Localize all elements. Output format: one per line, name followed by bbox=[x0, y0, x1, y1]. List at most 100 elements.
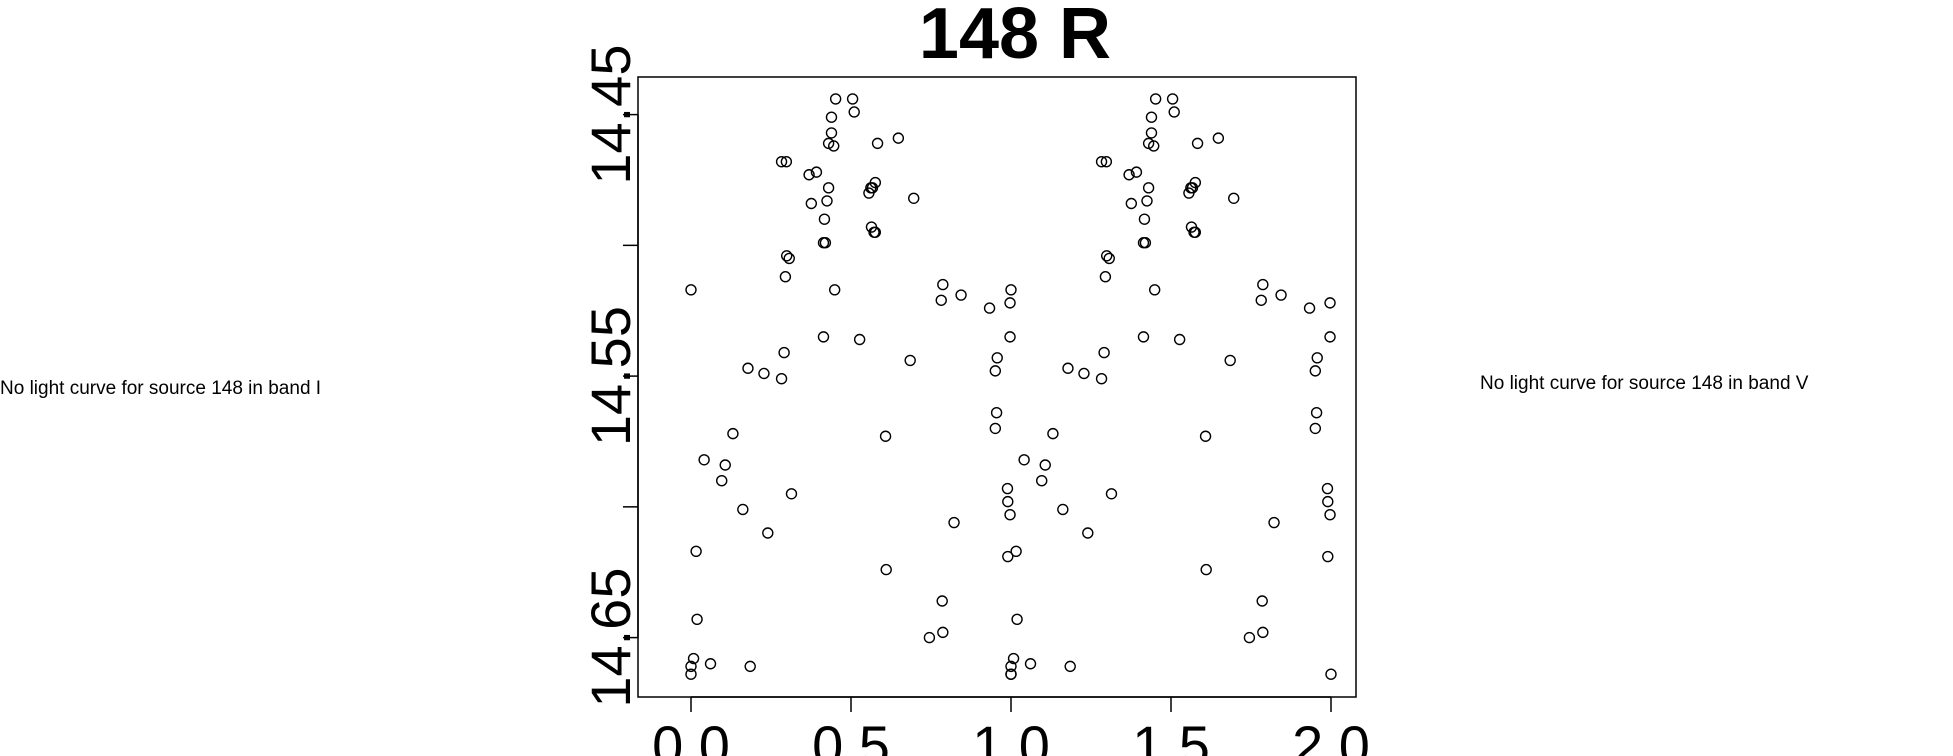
data-point bbox=[821, 195, 833, 207]
data-point bbox=[1309, 365, 1322, 377]
plot-frame bbox=[637, 76, 1357, 698]
data-point bbox=[1311, 352, 1323, 364]
data-point bbox=[869, 176, 882, 189]
data-point bbox=[1139, 237, 1152, 249]
data-point bbox=[1321, 482, 1334, 495]
data-point bbox=[1322, 550, 1334, 563]
data-point bbox=[892, 132, 905, 144]
data-point bbox=[819, 237, 832, 249]
chart-title: 148 R bbox=[919, 0, 1111, 74]
data-point bbox=[1010, 545, 1022, 558]
data-point bbox=[825, 127, 838, 139]
y-tick-label: 14.45 bbox=[579, 45, 642, 185]
data-point bbox=[737, 503, 749, 516]
data-point bbox=[1224, 354, 1236, 367]
data-point bbox=[1047, 427, 1059, 440]
data-point bbox=[810, 166, 823, 178]
data-point bbox=[1191, 137, 1204, 150]
data-point bbox=[785, 488, 798, 500]
data-point bbox=[685, 660, 697, 673]
data-point bbox=[1018, 454, 1030, 466]
data-point bbox=[778, 346, 790, 359]
data-point bbox=[1005, 668, 1017, 680]
data-point bbox=[1189, 176, 1202, 189]
data-point bbox=[1257, 626, 1269, 639]
data-point bbox=[1199, 430, 1212, 442]
data-point bbox=[1189, 226, 1202, 238]
data-point bbox=[803, 169, 815, 181]
data-point bbox=[829, 93, 842, 105]
data-point bbox=[1243, 631, 1256, 644]
data-point bbox=[1257, 278, 1269, 291]
data-point bbox=[775, 155, 788, 168]
data-point bbox=[1005, 660, 1017, 673]
x-tick-label: 2.0 bbox=[1292, 714, 1370, 756]
data-point bbox=[727, 427, 739, 440]
data-point bbox=[853, 333, 866, 346]
data-point bbox=[1310, 407, 1323, 419]
data-point bbox=[1303, 302, 1316, 314]
data-point bbox=[825, 111, 838, 123]
data-point bbox=[719, 459, 731, 471]
data-point bbox=[880, 563, 892, 576]
data-point bbox=[991, 352, 1003, 364]
data-point bbox=[1123, 169, 1135, 181]
data-point bbox=[1064, 660, 1076, 673]
data-point bbox=[817, 331, 830, 343]
data-point bbox=[762, 527, 774, 539]
data-point bbox=[690, 545, 702, 558]
data-point bbox=[687, 652, 700, 665]
data-point bbox=[1324, 297, 1336, 309]
data-point bbox=[780, 250, 793, 262]
x-tick-label: 0.0 bbox=[652, 714, 730, 756]
data-point bbox=[780, 155, 793, 168]
data-point bbox=[948, 516, 960, 529]
data-point bbox=[908, 192, 920, 204]
data-point bbox=[935, 294, 947, 306]
data-point bbox=[1141, 195, 1153, 207]
data-point bbox=[989, 422, 1002, 435]
data-point bbox=[983, 302, 996, 314]
data-point bbox=[1149, 93, 1162, 105]
data-point bbox=[923, 631, 936, 644]
data-point bbox=[1057, 503, 1069, 516]
data-point bbox=[989, 365, 1002, 377]
data-point bbox=[1002, 495, 1014, 508]
data-point bbox=[1138, 213, 1151, 225]
data-point bbox=[783, 252, 795, 265]
data-point bbox=[1100, 155, 1113, 168]
data-point bbox=[1098, 346, 1110, 359]
data-point bbox=[685, 668, 697, 680]
data-point bbox=[1011, 613, 1023, 625]
data-point bbox=[1145, 127, 1158, 139]
data-point bbox=[775, 373, 788, 385]
data-point bbox=[1324, 508, 1336, 521]
y-tick-label: 14.65 bbox=[579, 568, 642, 708]
data-point bbox=[1004, 508, 1016, 521]
x-tick-label: 0.5 bbox=[812, 714, 890, 756]
data-point bbox=[990, 407, 1003, 419]
data-point bbox=[1100, 250, 1113, 262]
data-point bbox=[848, 106, 860, 118]
data-point bbox=[1145, 111, 1158, 123]
data-point bbox=[1002, 550, 1014, 563]
data-point bbox=[1166, 93, 1179, 105]
data-point bbox=[758, 367, 770, 380]
data-point bbox=[1212, 132, 1225, 144]
data-point bbox=[904, 354, 916, 367]
data-point bbox=[937, 278, 949, 291]
data-point bbox=[1256, 595, 1268, 607]
data-point bbox=[879, 430, 892, 442]
data-point bbox=[704, 658, 717, 670]
data-point bbox=[1005, 284, 1017, 296]
data-point bbox=[779, 271, 792, 283]
data-point bbox=[871, 137, 884, 150]
data-point bbox=[1095, 155, 1108, 168]
data-point bbox=[1125, 197, 1138, 210]
data-point bbox=[1062, 362, 1074, 374]
data-point bbox=[1099, 271, 1112, 283]
data-point bbox=[1105, 488, 1118, 500]
data-point bbox=[937, 626, 949, 639]
data-point bbox=[691, 613, 703, 625]
data-point bbox=[1036, 475, 1048, 487]
